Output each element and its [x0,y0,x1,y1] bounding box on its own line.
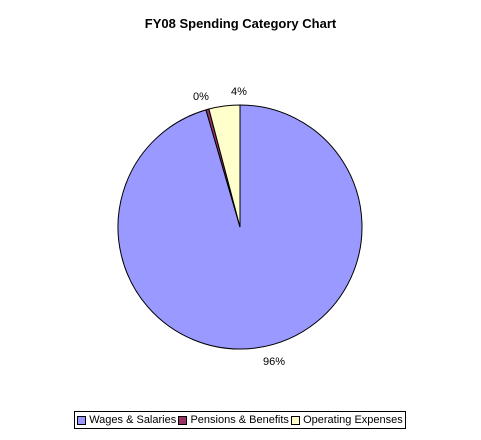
legend-swatch-wages [77,415,87,425]
label-operating-pct: 4% [231,86,247,98]
legend-label-pensions: Pensions & Benefits [190,414,289,426]
legend-swatch-operating [291,415,301,425]
chart-title: FY08 Spending Category Chart [144,16,337,31]
legend: Wages & Salaries Pensions & Benefits Ope… [74,411,406,429]
legend-swatch-pensions [178,415,188,425]
legend-label-wages: Wages & Salaries [89,414,177,426]
label-wages-pct: 96% [263,356,285,368]
slice-operating [208,104,241,228]
legend-item-operating: Operating Expenses [291,414,403,426]
label-pensions-pct: 0% [193,91,209,103]
legend-item-wages: Wages & Salaries [77,414,176,426]
legend-item-pensions: Pensions & Benefits [178,414,289,426]
legend-label-operating: Operating Expenses [303,414,403,426]
